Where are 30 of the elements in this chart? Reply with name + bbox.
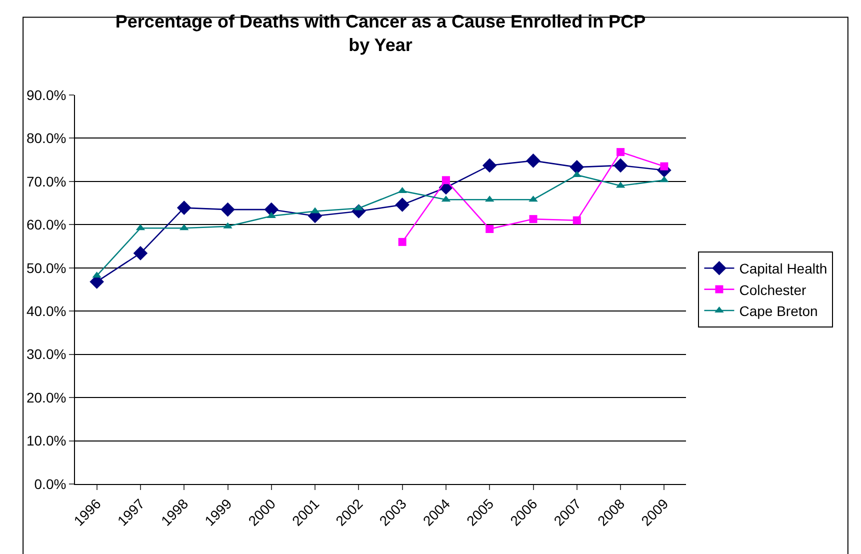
chart-title: Percentage of Deaths with Cancer as a Cause Enrolled in PCP by Year (115, 12, 646, 56)
y-tick-label: 10.0% (26, 432, 66, 449)
y-tick-label: 50.0% (26, 260, 66, 276)
point (616, 148, 625, 156)
point (398, 238, 406, 246)
point (526, 154, 540, 168)
y-tick-label: 70.0% (26, 173, 66, 190)
point (486, 224, 494, 233)
point (220, 202, 235, 217)
point (572, 216, 581, 224)
point (529, 215, 538, 224)
point (482, 158, 497, 173)
y-tick-label: 20.0% (26, 389, 66, 406)
point (264, 202, 279, 217)
legend-label: Colchester (739, 282, 806, 298)
y-tick-label: 30.0% (26, 346, 66, 362)
y-tick-label: 0.0% (34, 476, 66, 492)
y-tick-label: 60.0% (26, 216, 66, 233)
point (176, 200, 192, 215)
point (613, 158, 628, 173)
legend-label: Cape Breton (739, 302, 818, 319)
y-tick-label: 90.0% (26, 86, 66, 103)
point (570, 160, 584, 174)
y-tick-label: 40.0% (26, 303, 66, 320)
point (133, 246, 148, 260)
point (442, 176, 450, 184)
y-tick-label: 80.0% (26, 130, 66, 146)
point (395, 198, 410, 212)
legend-label: Capital Health (739, 260, 828, 277)
point (660, 162, 668, 170)
